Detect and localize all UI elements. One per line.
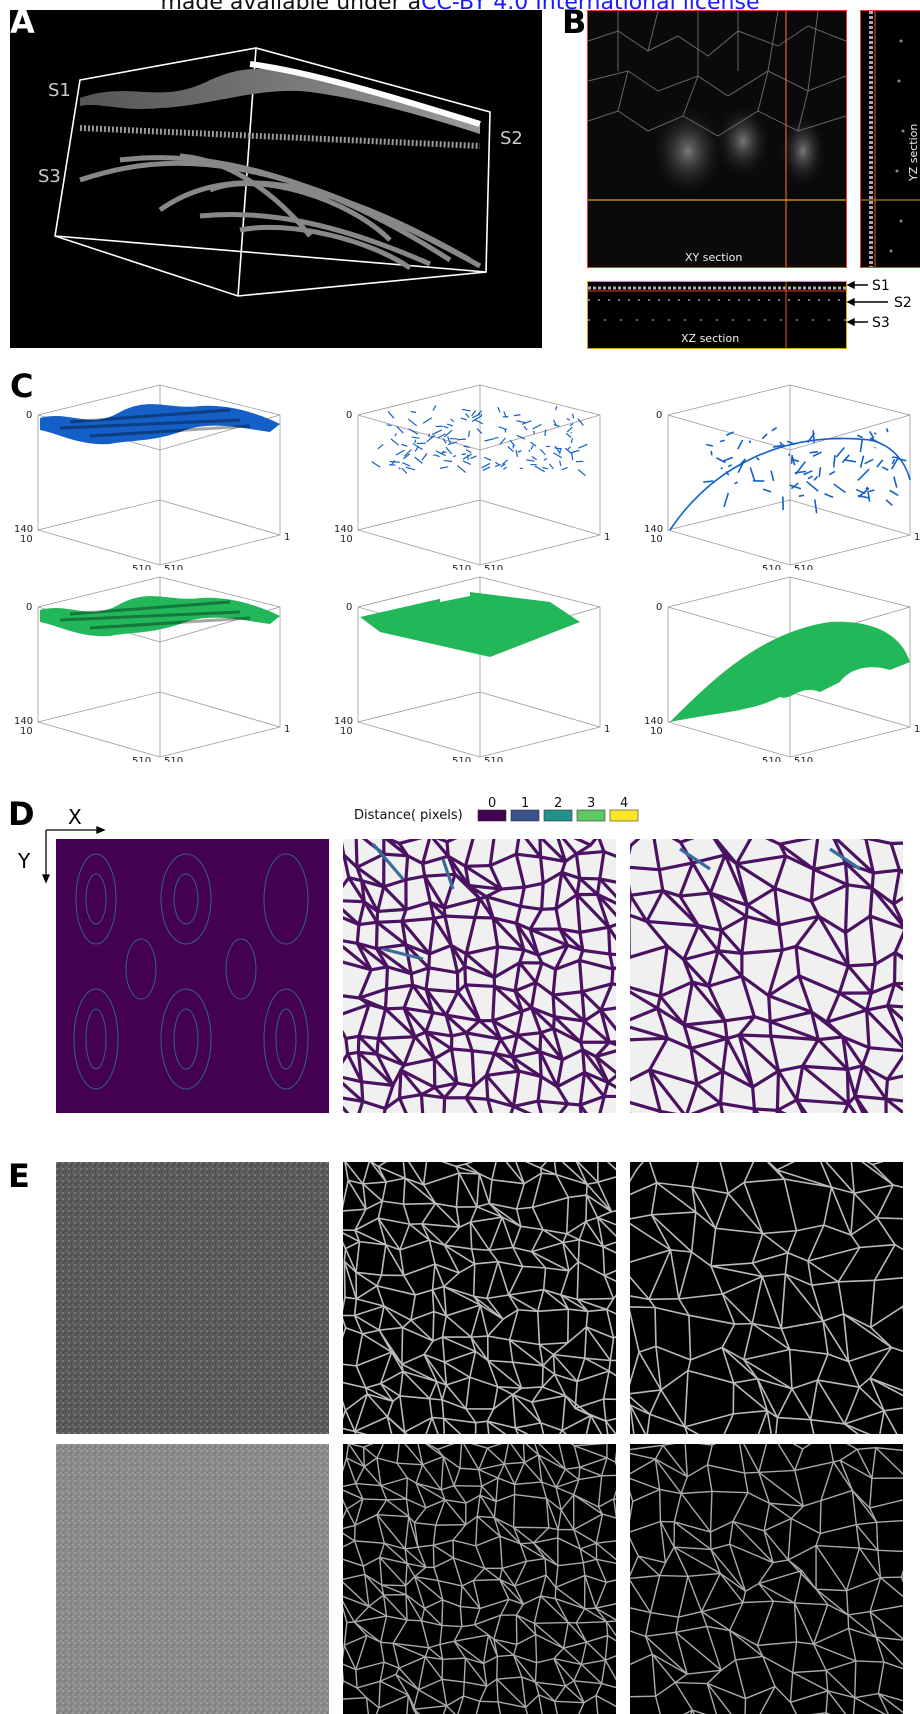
x-tick-10: 10 — [340, 726, 353, 737]
y-tick-510: 510 — [484, 564, 503, 570]
z-tick-0: 0 — [346, 410, 352, 421]
colorbar-tick: 2 — [554, 796, 562, 811]
colorbar-tick: 4 — [620, 796, 628, 811]
x-tick-10: 10 — [20, 534, 33, 545]
x-axis-label: X — [68, 805, 82, 829]
z-tick-140: 140 — [334, 716, 353, 727]
label-s3: S3 — [38, 166, 61, 187]
panel-letter-b: B — [562, 3, 587, 41]
panel-letter-d: D — [8, 795, 35, 833]
membrane-image-3 — [343, 1444, 616, 1714]
xy-axis-indicator: X Y — [17, 805, 106, 884]
label-s2: S2 — [500, 128, 523, 149]
z-tick-140: 140 — [334, 524, 353, 535]
y-tick-10: 10 — [604, 724, 610, 735]
y-tick-10: 10 — [284, 532, 290, 543]
xy-section-label: XY section — [685, 251, 742, 264]
arrow-label-s3: S3 — [872, 315, 890, 331]
membrane-image-2 — [630, 1162, 903, 1434]
y-tick-510: 510 — [164, 756, 183, 762]
colorbar-tick: 1 — [521, 796, 529, 811]
x-tick-10: 10 — [650, 726, 663, 737]
x-tick-510: 510 — [452, 564, 471, 570]
noisy-image-2 — [56, 1444, 329, 1714]
panel-letter-c: C — [10, 367, 34, 405]
arrow-label-s2: S2 — [894, 295, 912, 311]
z-tick-0: 0 — [346, 602, 352, 613]
colorbar-swatch — [576, 809, 606, 822]
surface-arrows: S1 S2 S3 — [846, 278, 912, 331]
arrow-label-s1: S1 — [872, 278, 890, 294]
z-tick-140: 140 — [14, 524, 33, 535]
y-tick-10: 10 — [604, 532, 610, 543]
z-tick-140: 140 — [644, 716, 663, 727]
yz-section-view: YZ section — [860, 10, 920, 268]
y-tick-510: 510 — [164, 564, 183, 570]
panel-letter-e: E — [8, 1157, 30, 1195]
x-tick-10: 10 — [650, 534, 663, 545]
y-axis-label: Y — [17, 849, 31, 873]
x-tick-510: 510 — [132, 564, 151, 570]
y-tick-510: 510 — [794, 756, 813, 762]
distance-colorbar: Distance( pixels) 0 1 2 3 4 — [354, 796, 639, 823]
y-tick-510: 510 — [794, 564, 813, 570]
colorbar-swatch — [609, 809, 639, 822]
z-tick-0: 0 — [656, 410, 662, 421]
distance-map-3 — [630, 839, 903, 1113]
colorbar-title: Distance( pixels) — [354, 808, 463, 823]
colorbar-tick: 3 — [587, 796, 595, 811]
x-tick-510: 510 — [132, 756, 151, 762]
xz-section-label: XZ section — [681, 332, 739, 345]
z-tick-0: 0 — [26, 410, 32, 421]
z-tick-140: 140 — [644, 524, 663, 535]
label-s1: S1 — [48, 80, 71, 101]
y-tick-10: 10 — [914, 724, 920, 735]
z-tick-0: 0 — [656, 602, 662, 613]
xy-section-view: XY section — [587, 10, 847, 268]
xz-section-view: XZ section — [587, 281, 847, 349]
panel-a-3d-render: S1 S2 S3 — [10, 10, 542, 348]
x-tick-510: 510 — [452, 756, 471, 762]
y-tick-10: 10 — [284, 724, 290, 735]
membrane-image-4 — [630, 1444, 903, 1714]
panel-letter-a: A — [10, 3, 35, 41]
noisy-image-1 — [56, 1162, 329, 1434]
x-tick-510: 510 — [762, 756, 781, 762]
y-tick-510: 510 — [484, 756, 503, 762]
colorbar-swatch — [477, 809, 507, 822]
x-tick-510: 510 — [762, 564, 781, 570]
z-tick-140: 140 — [14, 716, 33, 727]
yz-section-label: YZ section — [907, 124, 920, 182]
z-tick-0: 0 — [26, 602, 32, 613]
membrane-image-1 — [343, 1162, 616, 1434]
panel-c-3d-plots: 0140105105101001401051051010014010510510… — [0, 380, 920, 770]
distance-map-1 — [56, 839, 329, 1113]
colorbar-swatch — [510, 809, 540, 822]
colorbar-tick: 0 — [488, 796, 496, 811]
x-tick-10: 10 — [20, 726, 33, 737]
colorbar-swatch — [543, 809, 573, 822]
distance-map-2 — [343, 839, 616, 1113]
y-tick-10: 10 — [914, 532, 920, 543]
x-tick-10: 10 — [340, 534, 353, 545]
